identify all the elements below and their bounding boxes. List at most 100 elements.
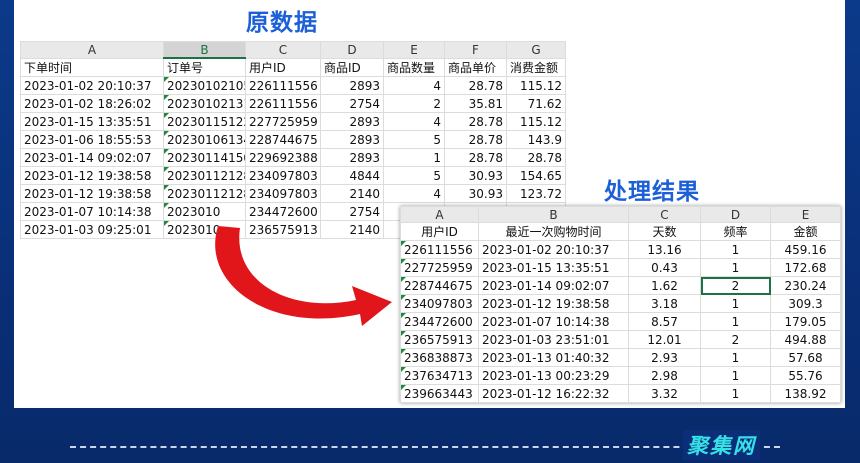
cell[interactable]: 2023-01-14 09:02:07 [478,276,629,295]
cell[interactable]: 2893 [320,112,384,131]
cell[interactable]: 1 [700,240,771,259]
cell[interactable]: 234097803 [245,184,321,203]
header-cell[interactable]: 金额 [770,222,841,241]
cell[interactable]: 2023-01-02 20:10:37 [478,240,629,259]
cell[interactable]: 2023-01-06 18:55:53 [20,130,164,149]
cell[interactable]: 2023-01-12 19:38:58 [478,294,629,313]
cell[interactable]: 494.88 [770,330,841,349]
cell[interactable]: 226111556 [245,76,321,95]
header-cell[interactable]: 用户ID [245,57,321,77]
cell[interactable]: 227725959 [245,112,321,131]
table-row: 2023-01-12 19:38:58 20230112128 234097803 2… [20,184,566,203]
cell[interactable]: 1 [700,366,771,385]
cell[interactable]: 2023-01-03 23:51:01 [478,330,629,349]
cell[interactable]: 2023-01-07 10:14:38 [478,312,629,331]
cell[interactable]: 239663443 [400,384,479,403]
cell[interactable]: 28.78 [444,148,507,167]
cell[interactable]: 234097803 [400,294,479,313]
cell[interactable]: 2023-01-12 19:38:58 [20,184,164,203]
cell[interactable]: 30.93 [444,166,507,185]
column-header-E[interactable]: E [383,41,445,59]
curved-arrow-icon [215,226,392,326]
table-row: 234097803 2023-01-12 19:38:58 3.18 1 309.3 [400,294,841,313]
table-row: 2023-01-02 18:26:02 20230102131 226111556 2… [20,94,566,113]
cell[interactable]: 2.98 [628,366,701,385]
cell[interactable]: 20230106134 [163,130,246,149]
cell[interactable]: 13.16 [628,240,701,259]
cell[interactable]: 3.18 [628,294,701,313]
cell[interactable]: 234097803 [245,166,321,185]
cell[interactable]: 2023-01-07 10:14:38 [20,202,164,221]
cell[interactable]: 28.78 [444,130,507,149]
cell[interactable]: 3.32 [628,384,701,403]
cell[interactable]: 20230115122 [163,112,246,131]
cell[interactable]: 28.78 [444,76,507,95]
cell[interactable]: 234472600 [400,312,479,331]
cell[interactable]: 226111556 [400,240,479,259]
column-header-A[interactable]: A [400,206,479,223]
cell[interactable]: 2140 [320,220,384,239]
cell[interactable]: 228744675 [400,276,479,295]
header-cell[interactable]: 频率 [700,222,771,241]
cell[interactable]: 2 [700,330,771,349]
cell[interactable]: 179.05 [770,312,841,331]
cell[interactable]: 0.43 [628,258,701,277]
cell[interactable]: 1 [700,384,771,403]
header-cell[interactable]: 商品数量 [383,57,445,77]
cell[interactable]: 20230102131 [163,94,246,113]
header-cell[interactable]: 消费金额 [506,57,566,77]
cell[interactable]: 1.62 [628,276,701,295]
cell[interactable]: 309.3 [770,294,841,313]
column-header-C[interactable]: C [628,206,701,223]
column-header-G[interactable]: G [506,41,566,59]
header-cell[interactable]: 最近一次购物时间 [478,222,629,241]
cell[interactable]: 226111556 [245,94,321,113]
header-cell[interactable]: 天数 [628,222,701,241]
column-header-E[interactable]: E [770,206,841,223]
column-header-B[interactable]: B [163,41,246,59]
cell[interactable]: 2893 [320,148,384,167]
cell[interactable]: 138.92 [770,384,841,403]
cell[interactable]: 2023-01-15 13:35:51 [478,258,629,277]
cell[interactable]: 172.68 [770,258,841,277]
cell[interactable]: 230.24 [770,276,841,295]
cell[interactable]: 2023-01-02 20:10:37 [20,76,164,95]
cell[interactable]: 115.12 [506,112,566,131]
cell[interactable]: 2 [700,276,771,295]
cell[interactable]: 1 [700,258,771,277]
cell[interactable]: 2023-01-13 01:40:32 [478,348,629,367]
cell[interactable]: 227725959 [400,258,479,277]
cell[interactable]: 459.16 [770,240,841,259]
header-cell[interactable]: 用户ID [400,222,479,241]
cell[interactable]: 2140 [320,184,384,203]
result-title: 处理结果 [604,179,700,205]
table-row: 2023-01-12 19:38:58 20230112128 234097803 4… [20,166,566,185]
cell[interactable]: 1 [700,312,771,331]
cell[interactable]: 236838873 [400,348,479,367]
cell[interactable]: 236575913 [245,220,321,239]
cell[interactable]: 2023-01-03 09:25:01 [20,220,164,239]
table-row: 2023-01-02 20:10:37 20230102105 226111556 2… [20,76,566,95]
cell[interactable]: 20230114150 [163,148,246,167]
cell[interactable]: 1 [700,348,771,367]
cell[interactable]: 57.68 [770,348,841,367]
cell[interactable]: 234472600 [245,202,321,221]
column-header-B[interactable]: B [478,206,629,223]
cell[interactable]: 154.65 [506,166,566,185]
cell[interactable]: 123.72 [506,184,566,203]
cell[interactable]: 28.78 [506,148,566,167]
cell[interactable]: 2023-01-13 00:23:29 [478,366,629,385]
column-header-D[interactable]: D [700,206,771,223]
cell[interactable]: 8.57 [628,312,701,331]
cell[interactable]: 2023-01-02 18:26:02 [20,94,164,113]
cell[interactable]: 236575913 [400,330,479,349]
cell[interactable]: 12.01 [628,330,701,349]
cell[interactable]: 71.62 [506,94,566,113]
column-header-D[interactable]: D [320,41,384,59]
cell[interactable]: 55.76 [770,366,841,385]
cell[interactable]: 2.93 [628,348,701,367]
cell[interactable]: 1 [700,294,771,313]
cell[interactable]: 2023-01-12 16:22:32 [478,384,629,403]
cell[interactable]: 2023-01-14 09:02:07 [20,148,164,167]
cell[interactable]: 237634713 [400,366,479,385]
